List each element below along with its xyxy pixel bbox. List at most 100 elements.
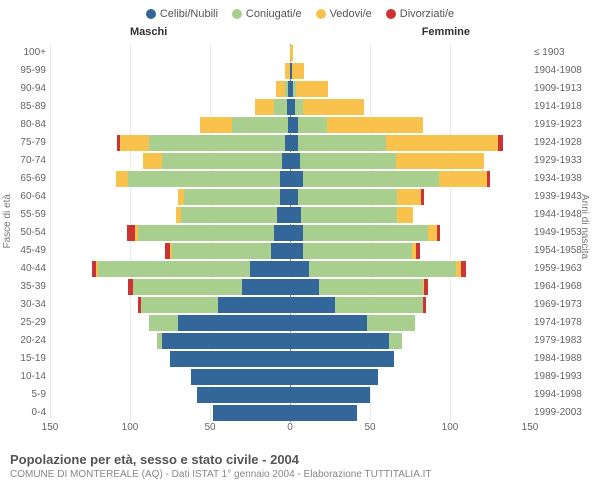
plot-area: Fasce di età Anni di nascita 100+≤ 19039…: [50, 44, 530, 422]
legend-item: Divorziati/e: [386, 8, 454, 20]
bar-male: [127, 225, 290, 241]
bar-segment: [218, 297, 290, 313]
bar-female: [290, 387, 370, 403]
bar-female: [290, 171, 490, 187]
bar-segment: [280, 189, 290, 205]
bar-segment: [127, 225, 135, 241]
legend-swatch: [232, 9, 242, 19]
birth-year-label: 1974-1978: [534, 318, 582, 328]
age-row: 5-91994-1998: [50, 386, 530, 404]
bar-segment: [274, 225, 290, 241]
bar-segment: [335, 297, 423, 313]
bar-male: [92, 261, 290, 277]
birth-year-label: 1989-1993: [534, 372, 582, 382]
bar-segment: [149, 315, 178, 331]
age-row: 75-791924-1928: [50, 134, 530, 152]
bar-segment: [428, 225, 438, 241]
age-label: 45-49: [20, 246, 46, 256]
rows-container: 100+≤ 190395-991904-190890-941909-191385…: [50, 44, 530, 422]
age-row: 45-491954-1958: [50, 242, 530, 260]
bar-segment: [298, 189, 397, 205]
bar-segment: [242, 279, 290, 295]
legend: Celibi/NubiliConiugati/eVedovi/eDivorzia…: [0, 8, 600, 20]
bar-segment: [498, 135, 503, 151]
bar-female: [290, 153, 484, 169]
bar-segment: [290, 45, 293, 61]
bar-male: [117, 135, 290, 151]
bar-male: [157, 333, 290, 349]
bar-segment: [290, 387, 370, 403]
bar-segment: [290, 261, 309, 277]
bar-segment: [290, 279, 319, 295]
bar-segment: [138, 225, 274, 241]
bar-segment: [397, 207, 413, 223]
bar-segment: [200, 117, 232, 133]
bar-segment: [416, 243, 419, 259]
bar-segment: [290, 207, 301, 223]
bar-female: [290, 351, 394, 367]
bar-segment: [290, 243, 303, 259]
age-row: 50-541949-1953: [50, 224, 530, 242]
bar-female: [290, 369, 378, 385]
x-tick-label: 50: [204, 422, 215, 433]
age-label: 40-44: [20, 264, 46, 274]
bar-segment: [303, 171, 439, 187]
birth-year-label: 1949-1953: [534, 228, 582, 238]
bar-segment: [298, 117, 327, 133]
bar-segment: [172, 243, 271, 259]
age-row: 35-391964-1968: [50, 278, 530, 296]
bar-segment: [133, 279, 242, 295]
bar-segment: [397, 189, 421, 205]
bar-female: [290, 315, 415, 331]
bar-segment: [290, 405, 357, 421]
age-row: 90-941909-1913: [50, 80, 530, 98]
bar-segment: [290, 333, 389, 349]
birth-year-label: 1969-1973: [534, 300, 582, 310]
bar-segment: [303, 243, 412, 259]
age-row: 85-891914-1918: [50, 98, 530, 116]
age-row: 30-341969-1973: [50, 296, 530, 314]
bar-segment: [98, 261, 250, 277]
age-label: 20-24: [20, 336, 46, 346]
age-row: 60-641939-1943: [50, 188, 530, 206]
age-row: 10-141989-1993: [50, 368, 530, 386]
bar-segment: [232, 117, 288, 133]
age-label: 10-14: [20, 372, 46, 382]
birth-year-label: 1954-1958: [534, 246, 582, 256]
bar-male: [149, 315, 290, 331]
bar-segment: [290, 135, 298, 151]
age-row: 25-291974-1978: [50, 314, 530, 332]
age-label: 80-84: [20, 120, 46, 130]
birth-year-label: ≤ 1903: [534, 48, 565, 58]
age-label: 100+: [23, 48, 46, 58]
age-row: 95-991904-1908: [50, 62, 530, 80]
age-label: 15-19: [20, 354, 46, 364]
age-row: 100+≤ 1903: [50, 44, 530, 62]
bar-female: [290, 135, 503, 151]
bar-segment: [290, 315, 367, 331]
header-male: Maschi: [130, 26, 167, 38]
bar-segment: [290, 171, 303, 187]
bar-segment: [309, 261, 456, 277]
bar-female: [290, 279, 428, 295]
bar-female: [290, 99, 364, 115]
bar-segment: [250, 261, 290, 277]
x-tick-label: 150: [522, 422, 539, 433]
birth-year-label: 1939-1943: [534, 192, 582, 202]
bar-male: [178, 189, 290, 205]
birth-year-label: 1999-2003: [534, 408, 582, 418]
bar-female: [290, 117, 423, 133]
bar-segment: [271, 243, 290, 259]
birth-year-label: 1964-1968: [534, 282, 582, 292]
birth-year-label: 1909-1913: [534, 84, 582, 94]
bar-segment: [191, 369, 290, 385]
legend-swatch: [146, 9, 156, 19]
bar-segment: [290, 117, 298, 133]
population-pyramid-chart: Celibi/NubiliConiugati/eVedovi/eDivorzia…: [0, 0, 600, 500]
bar-segment: [319, 279, 423, 295]
gender-headers: Maschi Femmine: [0, 26, 600, 42]
bar-segment: [298, 135, 386, 151]
bar-segment: [290, 351, 394, 367]
bar-segment: [389, 333, 402, 349]
x-tick-label: 100: [122, 422, 139, 433]
